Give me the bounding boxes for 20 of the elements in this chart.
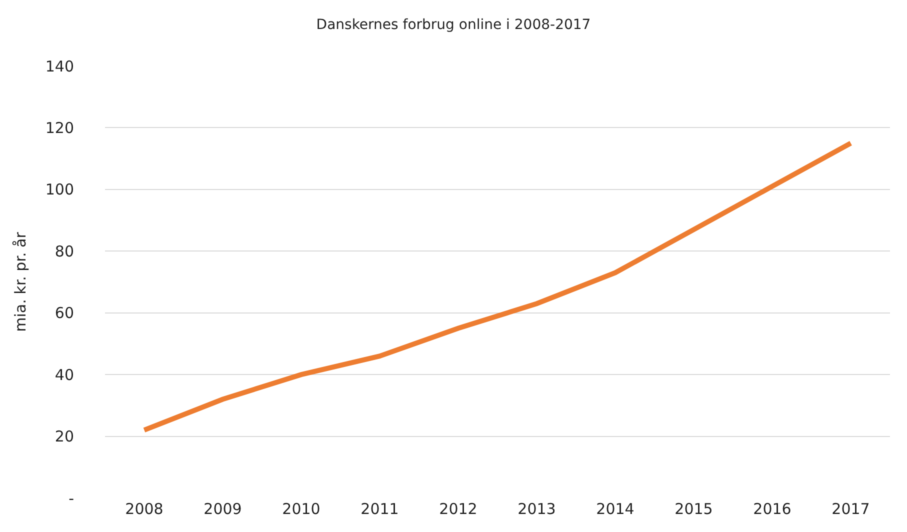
x-tick-label: 2010 [282, 500, 320, 518]
x-tick-label: 2009 [204, 500, 242, 518]
y-tick-label: - [68, 489, 74, 508]
y-tick-label: 40 [54, 366, 74, 384]
x-tick-label: 2016 [753, 500, 792, 518]
x-tick-label: 2012 [439, 500, 478, 518]
y-tick-label: 20 [54, 428, 74, 446]
y-tick-label: 100 [45, 180, 74, 199]
x-tick-label: 2015 [674, 500, 713, 518]
y-tick-label: 120 [45, 118, 74, 137]
x-tick-label: 2011 [360, 500, 399, 518]
y-tick-label: 140 [45, 57, 74, 76]
x-tick-label: 2014 [596, 500, 634, 518]
y-tick-label: 60 [54, 304, 74, 322]
x-tick-label: 2008 [125, 500, 164, 518]
x-tick-label: 2013 [518, 500, 556, 518]
x-tick-label: 2017 [832, 500, 870, 518]
y-tick-label: 80 [54, 242, 74, 260]
chart-title: Danskernes forbrug online i 2008-2017 [316, 16, 591, 33]
y-axis-title: mia. kr. pr. år [12, 231, 30, 332]
